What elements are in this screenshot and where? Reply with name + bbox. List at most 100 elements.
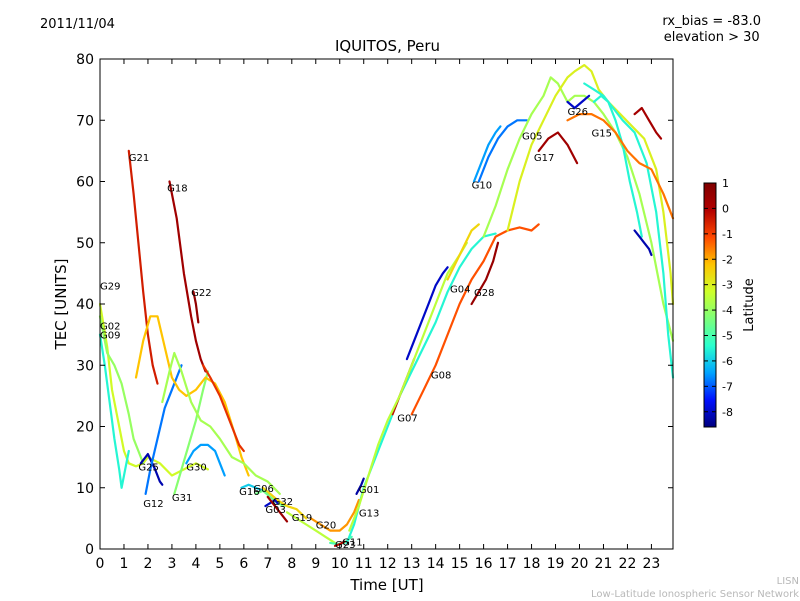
series-line-g06 [254,489,286,508]
x-tick-label: 4 [191,556,200,572]
x-tick-label: 21 [595,556,613,572]
prn-label-g21: G21 [129,153,149,164]
credit-short: LISN [776,576,799,587]
colorbar-tick-label: -6 [722,355,733,368]
prn-label-g07: G07 [397,413,417,424]
series-line-g02 [98,333,130,489]
series-line-g-10 [566,113,675,220]
series-line-g19 [285,511,337,544]
x-tick-label: 18 [523,556,541,572]
series-line-g04 [446,223,480,281]
prn-label-g29: G29 [100,282,120,293]
series-line-g-2 [161,351,281,495]
x-tick-label: 2 [143,556,152,572]
bias-info: rx_bias = -83.0 elevation > 30 [662,14,761,46]
series-line-g05 [477,119,528,183]
x-tick-label: 20 [571,556,589,572]
credit-long: Low-Latitude Ionospheric Sensor Network [591,589,799,600]
prn-label-g22: G22 [191,288,211,299]
prn-label-g10: G10 [472,181,492,192]
footer-credit: LISN Low-Latitude Ionospheric Sensor Net… [591,575,799,601]
elevation-label: elevation > 30 [663,30,760,45]
series-line-g26 [566,94,591,110]
y-axis-label: TEC [UNITS] [52,259,70,351]
x-tick-label: 6 [239,556,248,572]
series-line-g13 [345,232,497,544]
colorbar-tick-label: -4 [722,304,733,317]
series-line-g-9 [583,82,675,379]
x-tick-label: 12 [379,556,397,572]
plot-frame [99,58,674,550]
prn-label-g18: G18 [167,184,187,195]
series-line-g28 [470,241,500,306]
series-line-g-12 [633,229,653,257]
prn-label-g20: G20 [316,521,336,532]
prn-label-g03: G03 [265,505,285,516]
prn-labels: G29G02G09G21G18G22G25G12G31G30G16G06G32G… [100,107,612,551]
prn-label-g32: G32 [273,497,293,508]
series-line-g-11 [633,106,663,140]
rx-bias-label: rx_bias = -83.0 [662,14,761,29]
series-line-g10 [472,125,502,183]
colorbar-ticks: 1 0 -1 -2 -3 -4 -5 -6 -7 -8 [704,177,733,419]
series-line-g30 [185,443,226,477]
series-line-g-3 [202,364,245,453]
y-tick-label: 80 [76,52,94,68]
x-tick-label: 17 [499,556,517,572]
x-tick-label: 8 [287,556,296,572]
axes: 0 1 2 3 4 5 6 7 8 9 10 11 12 13 14 15 16 17 18 19 20 21 22 2301… [76,52,673,572]
x-tick-label: 22 [619,556,637,572]
series-line-g08 [410,223,540,416]
prn-label-g26: G26 [568,107,588,118]
prn-label-g05: G05 [522,132,542,143]
x-tick-label: 23 [643,556,661,572]
y-tick-label: 10 [76,481,94,497]
series-line-g-5 [348,241,468,532]
x-tick-label: 16 [475,556,493,572]
prn-label-g19: G19 [292,513,312,524]
colorbar-tick-label: -8 [722,406,733,419]
colorbar-tick-label: 1 [722,177,729,190]
prn-label-g23: G23 [335,540,355,551]
colorbar-tick-label: -7 [722,380,733,393]
prn-label-g12: G12 [143,499,163,510]
series-line-g12 [144,364,183,495]
x-axis-label: Time [UT] [349,576,423,594]
x-tick-label: 0 [96,556,105,572]
series-line-g09 [98,315,145,465]
prn-label-g16: G16 [239,487,259,498]
colorbar-tick-label: -5 [722,330,733,343]
chart-title: IQUITOS, Peru [334,37,441,55]
prn-label-g31: G31 [172,493,192,504]
prn-label-g25: G25 [138,462,158,473]
y-tick-label: 40 [76,297,94,313]
x-tick-label: 15 [451,556,469,572]
x-tick-label: 11 [355,556,373,572]
prn-label-g06: G06 [253,484,273,495]
prn-label-g01: G01 [359,485,379,496]
series-line-g-6 [405,266,449,361]
series-layer [98,63,675,547]
y-tick-label: 20 [76,420,94,436]
prn-label-g30: G30 [186,462,206,473]
series-line-g01 [355,477,365,495]
x-tick-label: 5 [215,556,224,572]
series-line-g32 [261,486,308,520]
y-tick-label: 50 [76,236,94,252]
y-tick-label: 60 [76,175,94,191]
prn-label-g17: G17 [534,153,554,164]
series-line-g-4 [266,495,289,523]
series-line-g15 [592,94,643,238]
x-tick-label: 7 [263,556,272,572]
series-line-g18 [168,180,207,373]
x-tick-label: 9 [311,556,320,572]
series-line-g-7 [482,76,675,342]
prn-label-g04: G04 [450,285,470,296]
colorbar-tick-label: 0 [722,202,729,215]
colorbar-label: Latitude [742,278,757,332]
series-line-g25 [139,453,164,486]
colorbar-tick-label: -1 [722,228,733,241]
colorbar-tick-label: -2 [722,253,733,266]
series-line-g-8 [506,63,675,306]
